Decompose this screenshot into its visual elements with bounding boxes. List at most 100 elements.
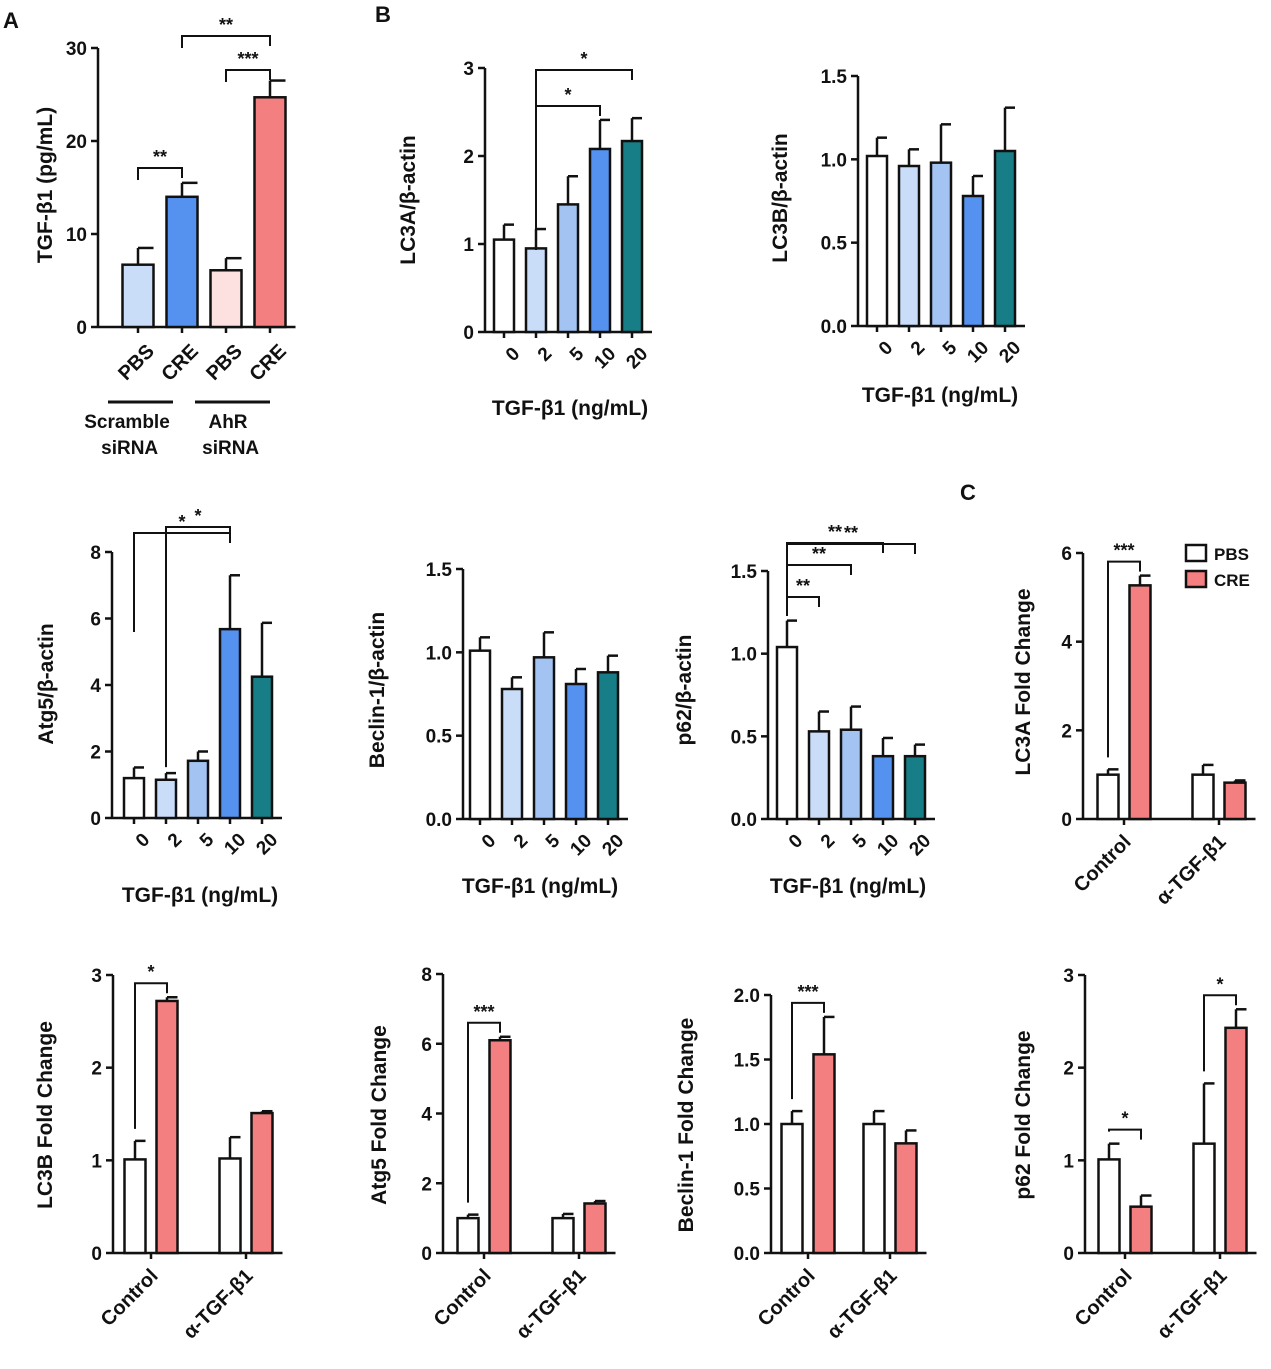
x-tick-label: Control [97, 1265, 163, 1331]
bar [556, 203, 580, 334]
y-tick-label: 4 [1061, 633, 1072, 654]
y-tick-label: 6 [1061, 544, 1072, 565]
bar [903, 754, 927, 821]
panel-letter-c: C [960, 480, 976, 505]
significance-bracket [225, 69, 271, 82]
bar [780, 1122, 804, 1255]
bar [1223, 781, 1247, 821]
chart-c4: 0.0 0.5 1.0 1.5 2.0 Beclin-1 Fold Change Contr… [675, 982, 927, 1343]
group-label: AhR siRNA [197, 412, 260, 459]
y-tick-label: 1.5 [426, 560, 453, 581]
y-tick-label: 2 [90, 743, 101, 764]
x-tick-label: 20 [622, 343, 652, 373]
x-tick-label: 0 [478, 830, 500, 852]
bar [155, 999, 179, 1255]
y-tick-label: 0.5 [426, 727, 453, 748]
significance-bracket [786, 596, 820, 616]
y-tick-label: 2 [91, 1059, 102, 1080]
y-tick-label: 6 [421, 1035, 432, 1056]
significance-bracket [137, 167, 183, 180]
bar [123, 1158, 147, 1255]
bar [897, 164, 921, 328]
x-tick-label: 0 [132, 829, 154, 851]
significance-stars: ** [812, 544, 826, 564]
y-tick-label: 2.0 [734, 986, 760, 1007]
bar [122, 776, 146, 820]
significance-bracket [791, 1001, 825, 1100]
x-tick-label: 20 [598, 830, 628, 860]
x-tick-label: Control [754, 1265, 820, 1331]
x-tick-label: 2 [817, 830, 839, 852]
y-tick-label: 3 [463, 59, 474, 80]
x-tick-label: α-TGF-β1 [823, 1265, 901, 1343]
y-tick-label: 8 [421, 965, 432, 986]
x-tick-label: 20 [905, 830, 935, 860]
y-tick-label: 1.5 [731, 562, 758, 583]
significance-stars: ** [153, 147, 167, 167]
y-tick-label: 2 [463, 147, 474, 168]
significance-stars: *** [473, 1002, 494, 1022]
y-tick-label: 4 [90, 676, 101, 697]
bar [186, 759, 210, 820]
x-tick-label: 5 [939, 337, 962, 360]
y-axis-label: Beclin-1/β-actin [366, 612, 389, 768]
y-tick-label: 1 [1063, 1151, 1074, 1172]
y-tick-label: 2 [1063, 1059, 1074, 1080]
significance-bracket [1203, 994, 1237, 1072]
y-tick-label: 1.5 [821, 67, 848, 88]
bar [871, 754, 895, 821]
bar [1128, 584, 1152, 821]
bar [961, 194, 985, 328]
y-axis-label: Atg5/β-actin [35, 623, 58, 744]
y-tick-label: 0.0 [734, 1244, 760, 1265]
y-tick-label: 1.0 [731, 645, 757, 666]
bar [807, 730, 831, 821]
x-tick-label: 5 [566, 343, 589, 366]
bar [250, 675, 274, 820]
bar [583, 1202, 607, 1255]
y-tick-label: 1.0 [821, 150, 847, 171]
bar [488, 1039, 512, 1255]
significance-bracket [1108, 1128, 1142, 1140]
x-tick-label: 2 [907, 337, 929, 359]
x-tick-label: α-TGF-β1 [179, 1265, 257, 1343]
y-tick-label: 2 [1061, 721, 1072, 742]
y-tick-label: 0 [91, 1244, 102, 1265]
x-tick-label: 10 [963, 337, 993, 367]
x-tick-label: 20 [995, 337, 1025, 367]
panel-letter-b: B [375, 2, 391, 27]
y-tick-label: 0 [90, 809, 101, 830]
x-tick-label: PBS [114, 340, 159, 385]
significance-stars: *** [237, 49, 258, 69]
group-label: Scramble siRNA [84, 412, 170, 459]
bar [253, 96, 287, 329]
significance-stars: * [580, 49, 587, 69]
chart-b2: 0.0 0.5 1.0 1.5 LC3B/β-actin 0 2 5 10 20 TGF-β1 (n… [769, 67, 1025, 407]
x-tick-label: 0 [502, 343, 524, 365]
bar [218, 627, 242, 820]
y-tick-label: 0.0 [426, 810, 452, 831]
bar [456, 1216, 480, 1255]
significance-stars: * [178, 512, 185, 532]
x-tick-label: 5 [849, 830, 872, 853]
x-tick-label: 10 [220, 829, 250, 859]
y-axis-label: LC3B/β-actin [769, 133, 792, 263]
bar [468, 649, 492, 821]
bar [218, 1157, 242, 1255]
bar [500, 687, 524, 821]
legend-label-pbs: PBS [1214, 545, 1249, 564]
bar [588, 147, 612, 334]
bar [865, 154, 889, 328]
y-tick-label: 0.5 [821, 234, 848, 255]
bar [564, 682, 588, 821]
chart-c2: 0 1 2 3 LC3B Fold Change Control α-TGF-β1 * [34, 962, 283, 1343]
bar [165, 195, 199, 329]
significance-bracket [467, 1021, 501, 1203]
y-tick-label: 0 [1061, 810, 1072, 831]
x-tick-label: 2 [510, 830, 532, 852]
significance-stars: * [194, 506, 201, 526]
bar [839, 728, 863, 821]
bar [1224, 1026, 1248, 1255]
